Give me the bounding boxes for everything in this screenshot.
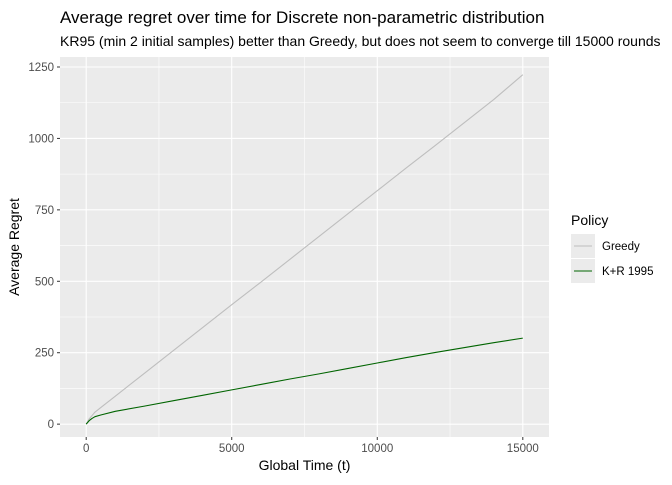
y-tick-label: 1250 — [28, 62, 54, 74]
y-tick-label: 0 — [48, 419, 54, 431]
grid-minor — [60, 57, 549, 437]
y-tick-label: 250 — [35, 348, 54, 360]
series-line-kr1995 — [85, 337, 523, 425]
legend-label-greedy: Greedy — [602, 241, 640, 253]
y-tick-label: 750 — [35, 205, 54, 217]
x-tick-label: 5000 — [219, 443, 245, 455]
series-layer — [85, 74, 524, 425]
chart-subtitle: KR95 (min 2 initial samples) better than… — [60, 33, 661, 49]
x-tick-label: 0 — [83, 443, 89, 455]
y-tick-label: 500 — [35, 276, 54, 288]
x-axis-label: Global Time (t) — [259, 457, 351, 473]
y-tick-label: 1000 — [28, 133, 54, 145]
legend-title: Policy — [571, 212, 608, 228]
chart-title: Average regret over time for Discrete no… — [60, 8, 544, 27]
grid-major — [60, 57, 549, 437]
series-line-greedy — [85, 74, 524, 425]
y-axis-label: Average Regret — [6, 198, 22, 296]
y-axis: 0 250 500 750 1000 1250 — [28, 62, 60, 431]
legend: Policy Greedy K+R 1995 — [571, 212, 653, 283]
x-axis: 0 5000 10000 15000 — [83, 437, 539, 455]
legend-entries: Greedy K+R 1995 — [571, 234, 653, 283]
x-tick-label: 15000 — [507, 443, 539, 455]
legend-label-kr1995: K+R 1995 — [602, 266, 653, 278]
x-tick-label: 10000 — [361, 443, 393, 455]
